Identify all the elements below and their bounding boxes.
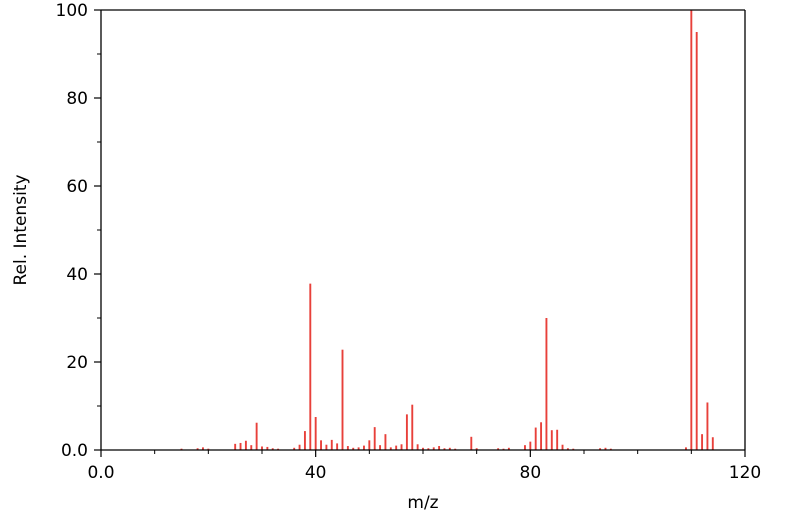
y-tick-label: 0.0 <box>61 441 88 461</box>
x-axis-title: m/z <box>407 493 438 513</box>
peak-series <box>180 10 714 450</box>
x-tick-label: 80 <box>520 463 542 483</box>
y-tick-label: 80 <box>66 89 88 109</box>
y-tick-label: 100 <box>56 1 88 21</box>
y-axis-tick-labels: 0.0 20 40 60 80 100 <box>56 1 88 461</box>
y-axis-ticks <box>94 9 101 451</box>
y-tick-label: 60 <box>66 177 88 197</box>
x-tick-label: 120 <box>729 463 761 483</box>
x-tick-label: 0.0 <box>87 463 114 483</box>
y-axis-title: Rel. Intensity <box>11 174 31 285</box>
y-tick-label: 20 <box>66 353 88 373</box>
x-axis-tick-labels: 0.0 40 80 120 <box>87 463 761 483</box>
x-tick-label: 40 <box>305 463 327 483</box>
y-tick-label: 40 <box>66 265 88 285</box>
x-axis-ticks <box>100 450 746 457</box>
